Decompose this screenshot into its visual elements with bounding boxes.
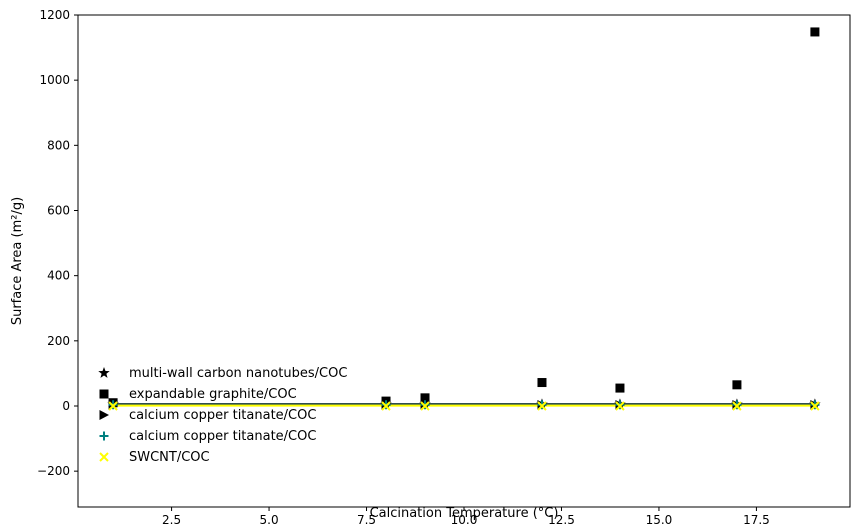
data-point xyxy=(732,380,742,390)
data-points xyxy=(107,27,821,411)
y-tick-label: 1200 xyxy=(39,8,70,22)
y-tick-label: 800 xyxy=(47,138,70,152)
y-axis-label: Surface Area (m²/g) xyxy=(10,197,25,325)
x-tick-label: 15.0 xyxy=(646,513,673,527)
x-axis-label: Calcination Temperature (°C) xyxy=(370,506,559,521)
fit-lines xyxy=(113,403,815,407)
legend-marker xyxy=(98,367,110,378)
x-tick-label: 7.5 xyxy=(357,513,376,527)
data-point xyxy=(615,401,625,411)
data-point xyxy=(537,401,547,411)
data-point xyxy=(537,378,547,388)
y-axis-ticks: −200 0 200 400 600 800 1000 1200 xyxy=(37,8,78,478)
x-tick-label: 5.0 xyxy=(260,513,279,527)
data-point xyxy=(615,383,625,393)
data-point xyxy=(108,401,118,411)
legend-marker xyxy=(99,452,109,462)
legend-label: multi-wall carbon nanotubes/COC xyxy=(129,366,347,381)
x-tick-label: 12.5 xyxy=(548,513,575,527)
legend-item: calcium copper titanate/COC xyxy=(99,429,316,444)
legend-label: expandable graphite/COC xyxy=(129,387,297,402)
y-tick-label: 400 xyxy=(47,269,70,283)
legend-label: SWCNT/COC xyxy=(129,450,210,465)
legend-item: calcium copper titanate/COC xyxy=(99,408,316,423)
data-point xyxy=(810,401,820,411)
data-point xyxy=(420,401,430,411)
data-point xyxy=(732,401,742,411)
data-point xyxy=(381,401,391,411)
y-tick-label: 1000 xyxy=(39,73,70,87)
legend-item: SWCNT/COC xyxy=(99,450,210,465)
y-tick-label: −200 xyxy=(37,464,70,478)
x-tick-label: 10.0 xyxy=(451,513,478,527)
data-point xyxy=(420,393,430,403)
legend-item: expandable graphite/COC xyxy=(99,387,297,402)
legend-item: multi-wall carbon nanotubes/COC xyxy=(98,366,347,381)
legend-marker xyxy=(99,431,109,441)
y-tick-label: 200 xyxy=(47,334,70,348)
y-tick-label: 0 xyxy=(62,399,70,413)
y-tick-label: 600 xyxy=(47,203,70,217)
data-point xyxy=(810,27,820,37)
x-tick-label: 2.5 xyxy=(162,513,181,527)
legend-label: calcium copper titanate/COC xyxy=(129,408,316,423)
x-tick-label: 17.5 xyxy=(743,513,770,527)
legend-marker xyxy=(99,389,109,399)
legend-label: calcium copper titanate/COC xyxy=(129,429,316,444)
legend: multi-wall carbon nanotubes/COC expandabl… xyxy=(98,366,347,465)
legend-marker xyxy=(99,410,109,420)
x-axis-ticks: 2.5 5.0 7.5 10.0 12.5 15.0 17.5 xyxy=(162,507,770,527)
